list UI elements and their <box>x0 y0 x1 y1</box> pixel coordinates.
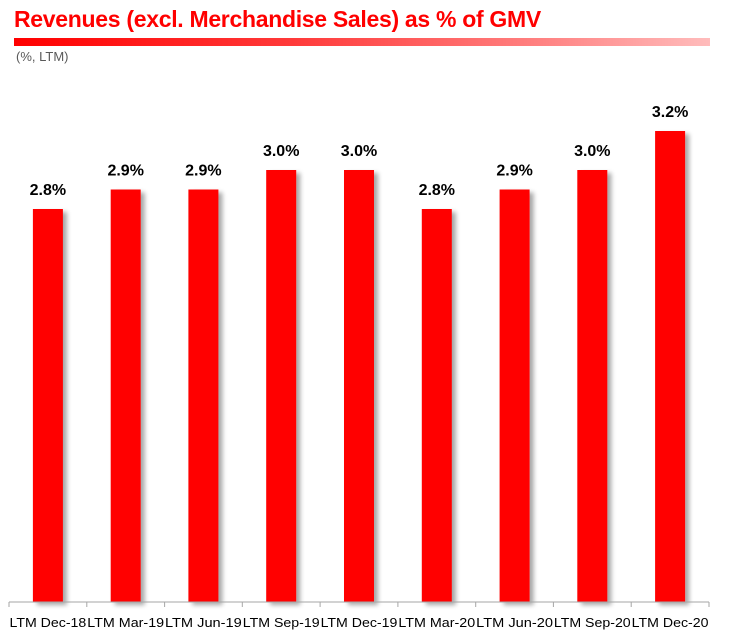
bar-ltm-dec-18 <box>32 209 63 602</box>
x-axis <box>8 601 710 607</box>
bar-ltm-mar-19 <box>110 189 141 602</box>
data-label: 2.8% <box>419 182 455 199</box>
x-tick-label: LTM Sep-19 <box>243 615 320 630</box>
x-tick-label: LTM Dec-18 <box>10 615 87 630</box>
title-underline-bar <box>14 38 710 46</box>
x-tick-label: LTM Mar-20 <box>398 615 475 630</box>
data-label: 3.2% <box>652 104 688 121</box>
data-label: 2.9% <box>496 163 532 180</box>
labels-layer: 2.8% LTM Dec-18 2.9% LTM Mar-19 2.9% LTM Jun-… <box>10 104 709 630</box>
data-label: 3.0% <box>341 143 377 160</box>
x-tick-label: LTM Mar-19 <box>87 615 164 630</box>
bars-layer <box>32 131 686 602</box>
chart-title: Revenues (excl. Merchandise Sales) as % … <box>14 6 541 32</box>
bar-ltm-sep-19 <box>266 170 297 602</box>
bar-ltm-jun-20 <box>499 189 530 602</box>
x-tick-label: LTM Jun-19 <box>165 615 242 630</box>
bar-ltm-mar-20 <box>421 209 452 602</box>
x-tick-label: LTM Sep-20 <box>554 615 631 630</box>
data-label: 3.0% <box>574 143 610 160</box>
chart-subtitle: (%, LTM) <box>16 49 69 64</box>
bar-ltm-jun-19 <box>188 189 219 602</box>
bar-ltm-sep-20 <box>577 170 608 602</box>
bar-ltm-dec-20 <box>655 131 686 602</box>
data-label: 2.9% <box>107 163 143 180</box>
x-tick-label: LTM Dec-20 <box>632 615 709 630</box>
bar-ltm-dec-19 <box>344 170 374 602</box>
x-tick-label: LTM Dec-19 <box>321 615 398 630</box>
data-label: 2.8% <box>30 182 66 199</box>
data-label: 3.0% <box>263 143 299 160</box>
data-label: 2.9% <box>185 163 221 180</box>
x-tick-label: LTM Jun-20 <box>476 615 553 630</box>
